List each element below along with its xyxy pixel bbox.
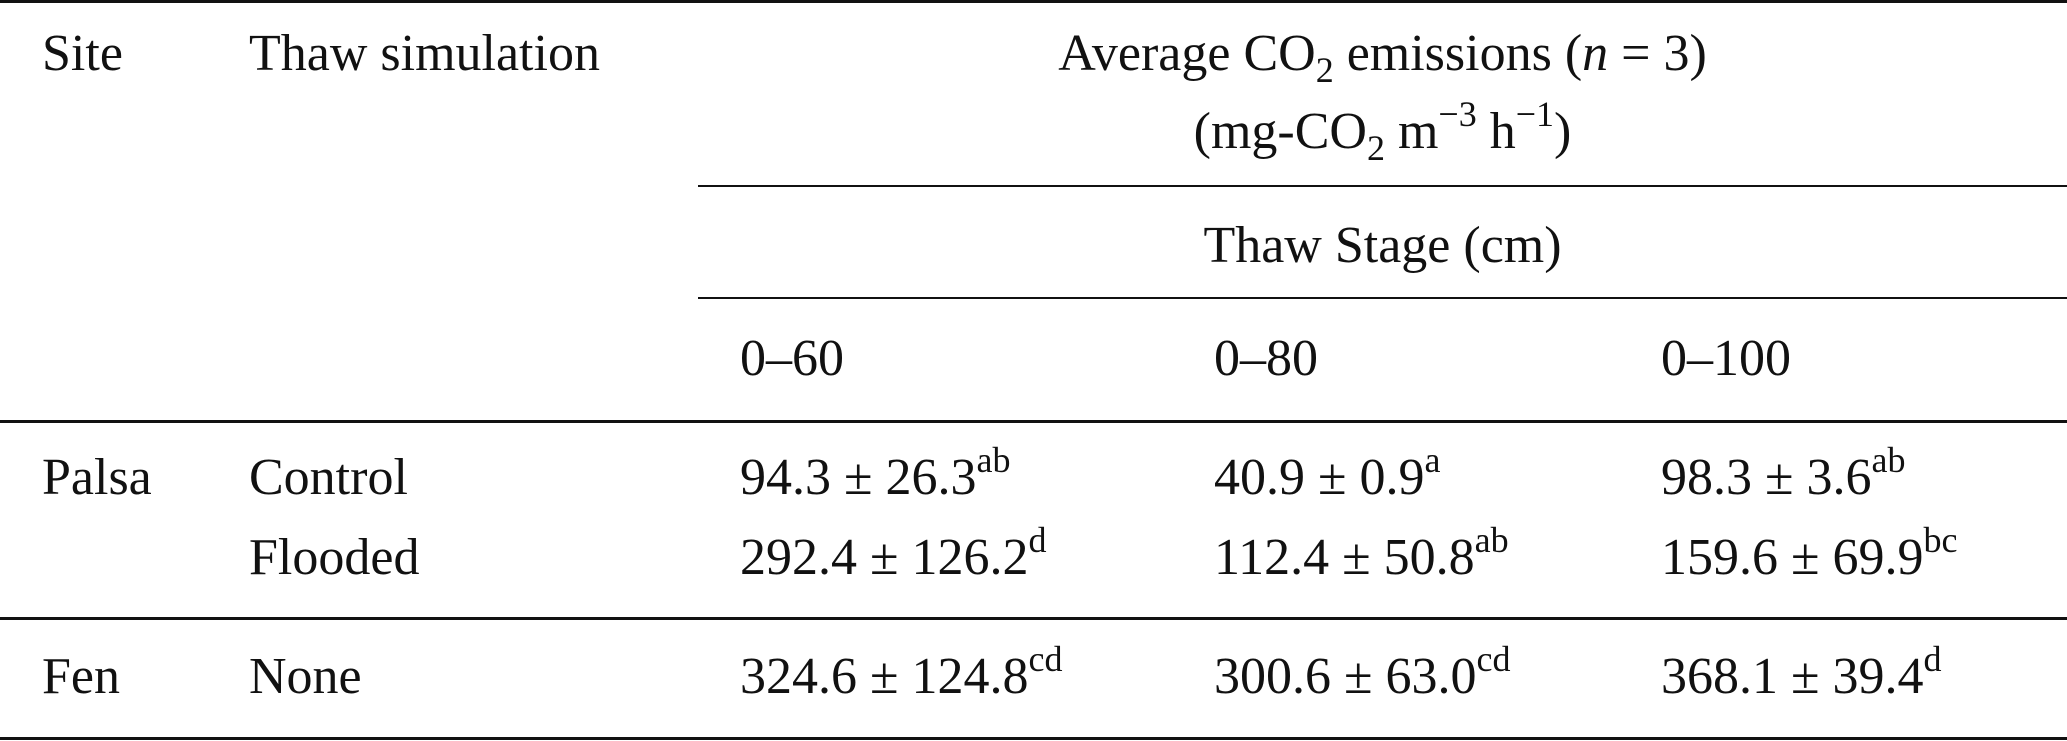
row-simulation: None [249, 648, 362, 705]
thaw-stage-underline [698, 297, 2067, 299]
avg-co2-underline [698, 185, 2067, 187]
value-cell: 40.9 ± 0.9a [1214, 440, 1441, 506]
row-simulation: Flooded [249, 529, 420, 586]
bottom-rule [0, 737, 2067, 740]
row-site: Palsa [42, 449, 152, 506]
value-cell: 159.6 ± 69.9bc [1661, 520, 1958, 586]
header-units: (mg-CO2 m−3 h−1) [1193, 94, 1572, 168]
row-site: Fen [42, 648, 120, 705]
header-thaw-stage: Thaw Stage (cm) [1203, 217, 1562, 274]
row-simulation: Control [249, 449, 408, 506]
header-average-co2: Average CO2 emissions (n = 3) [1058, 25, 1707, 90]
header-stage-0-60: 0–60 [740, 330, 844, 387]
header-stage-0-80: 0–80 [1214, 330, 1318, 387]
header-stage-0-100: 0–100 [1661, 330, 1791, 387]
header-thaw-simulation: Thaw simulation [249, 25, 600, 82]
top-rule [0, 0, 2067, 3]
value-cell: 368.1 ± 39.4d [1661, 639, 1942, 705]
header-rule [0, 420, 2067, 423]
value-cell: 94.3 ± 26.3ab [740, 440, 1011, 506]
value-cell: 98.3 ± 3.6ab [1661, 440, 1906, 506]
value-cell: 292.4 ± 126.2d [740, 520, 1047, 586]
value-cell: 300.6 ± 63.0cd [1214, 639, 1511, 705]
header-site: Site [42, 25, 123, 82]
palsa-group-rule [0, 617, 2067, 620]
value-cell: 112.4 ± 50.8ab [1214, 520, 1509, 586]
value-cell: 324.6 ± 124.8cd [740, 639, 1063, 705]
